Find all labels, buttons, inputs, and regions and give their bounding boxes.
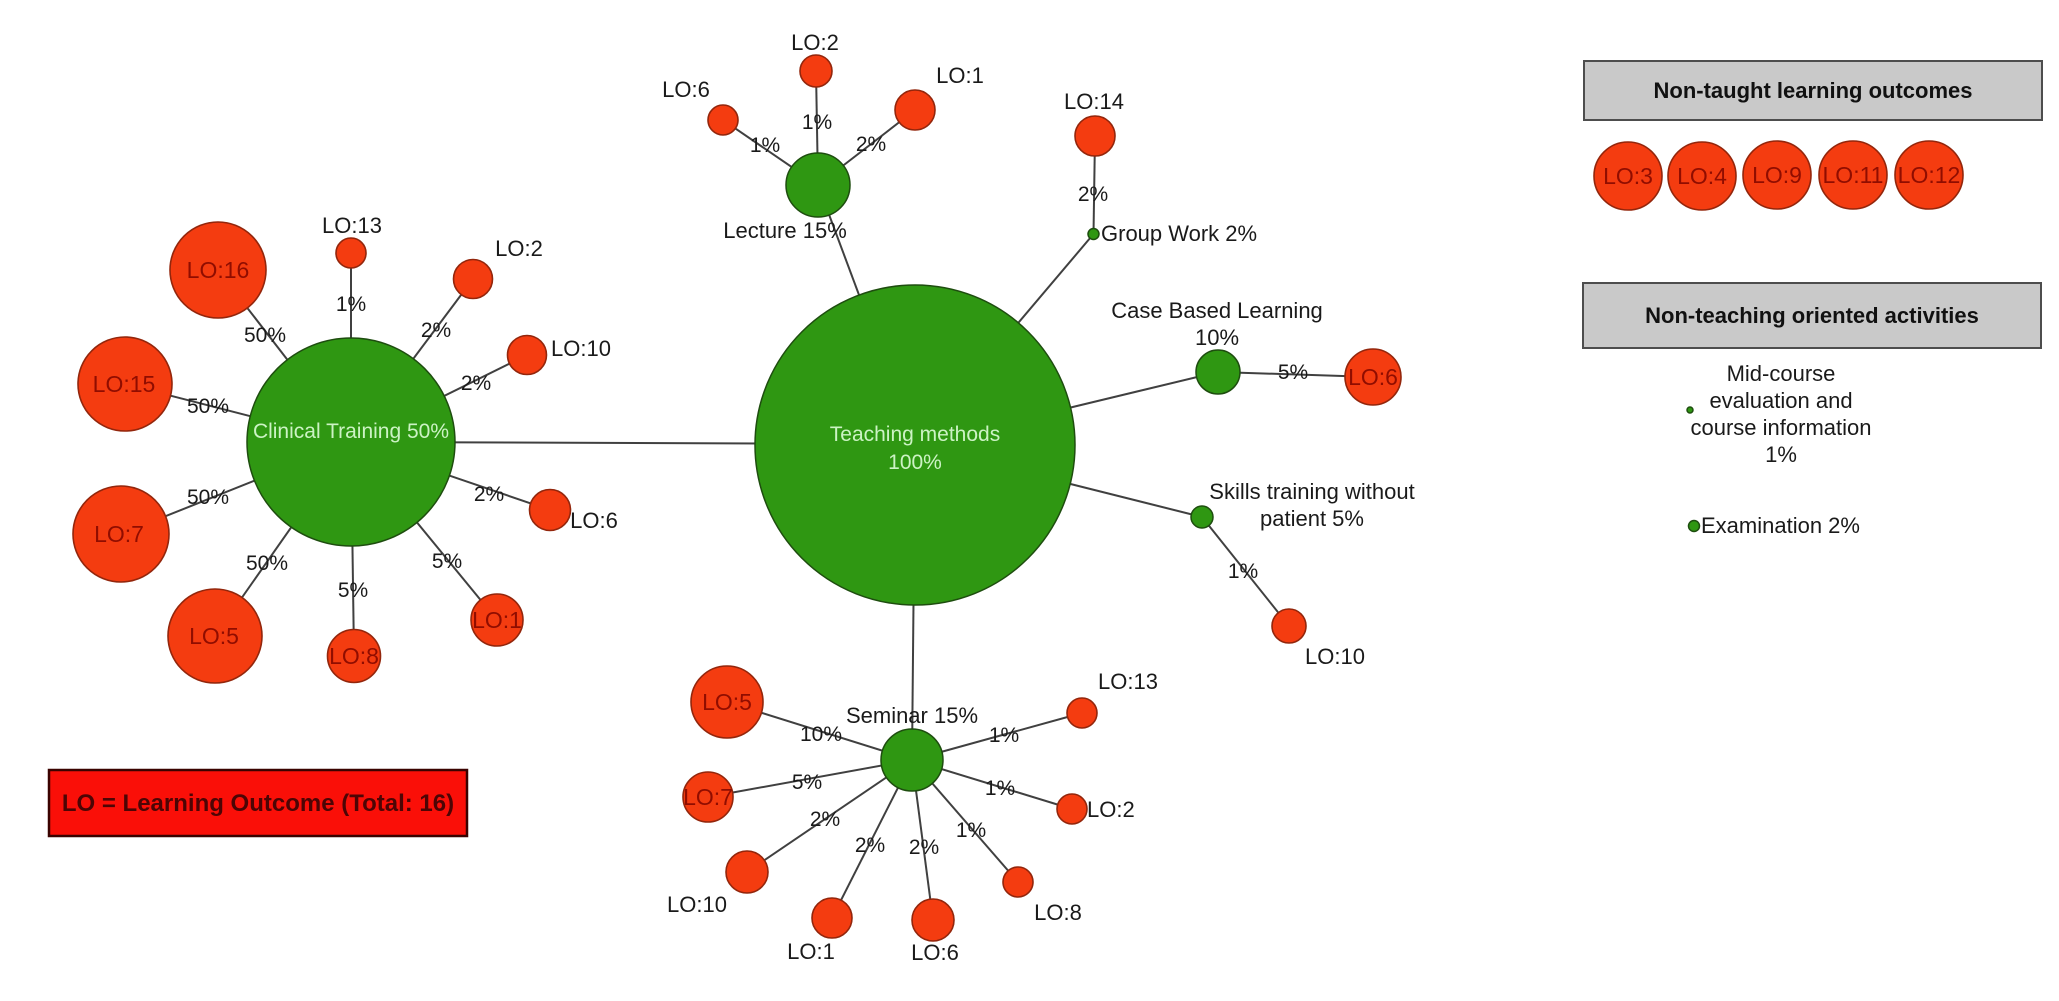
svg-text:LO:8: LO:8 — [329, 643, 379, 669]
svg-text:LO:16: LO:16 — [187, 257, 250, 283]
svg-text:patient 5%: patient 5% — [1260, 506, 1364, 531]
svg-text:LO:1: LO:1 — [787, 939, 835, 964]
svg-text:1%: 1% — [1228, 560, 1258, 583]
svg-text:course information: course information — [1691, 415, 1872, 440]
svg-text:LO:7: LO:7 — [683, 784, 733, 810]
svg-text:Group Work 2%: Group Work 2% — [1101, 221, 1257, 246]
svg-text:LO:10: LO:10 — [667, 892, 727, 917]
svg-text:Clinical Training 50%: Clinical Training 50% — [253, 420, 449, 443]
svg-text:10%: 10% — [800, 723, 842, 746]
svg-text:1%: 1% — [956, 819, 986, 842]
svg-text:Skills training without: Skills training without — [1209, 479, 1414, 504]
svg-text:2%: 2% — [856, 133, 886, 156]
svg-text:1%: 1% — [985, 777, 1015, 800]
svg-text:5%: 5% — [792, 771, 822, 794]
svg-text:10%: 10% — [1195, 325, 1239, 350]
svg-text:Teaching methods: Teaching methods — [830, 423, 1000, 446]
svg-text:LO:6: LO:6 — [911, 940, 959, 965]
svg-text:2%: 2% — [421, 319, 451, 342]
svg-text:Non-teaching oriented activiti: Non-teaching oriented activities — [1645, 303, 1979, 328]
svg-text:LO:8: LO:8 — [1034, 900, 1082, 925]
svg-text:LO = Learning Outcome (Total:: LO = Learning Outcome (Total: 16) — [62, 790, 454, 817]
svg-text:1%: 1% — [802, 111, 832, 134]
svg-text:LO:4: LO:4 — [1677, 163, 1727, 189]
svg-text:evaluation and: evaluation and — [1709, 388, 1852, 413]
svg-text:LO:6: LO:6 — [1348, 364, 1398, 390]
svg-text:1%: 1% — [336, 293, 366, 316]
svg-text:LO:3: LO:3 — [1603, 163, 1653, 189]
svg-text:LO:5: LO:5 — [702, 689, 752, 715]
svg-text:Lecture 15%: Lecture 15% — [723, 218, 847, 243]
svg-text:LO:9: LO:9 — [1752, 162, 1802, 188]
svg-text:5%: 5% — [1278, 361, 1308, 384]
svg-text:LO:6: LO:6 — [662, 77, 710, 102]
svg-text:5%: 5% — [338, 579, 368, 602]
svg-text:LO:5: LO:5 — [189, 623, 239, 649]
svg-text:1%: 1% — [750, 134, 780, 157]
svg-text:2%: 2% — [810, 808, 840, 831]
svg-text:Examination 2%: Examination 2% — [1701, 513, 1860, 538]
svg-text:LO:13: LO:13 — [322, 213, 382, 238]
svg-text:Mid-course: Mid-course — [1727, 361, 1836, 386]
svg-text:LO:13: LO:13 — [1098, 669, 1158, 694]
svg-text:Non-taught learning outcomes: Non-taught learning outcomes — [1654, 78, 1973, 103]
svg-text:LO:6: LO:6 — [570, 508, 618, 533]
svg-text:1%: 1% — [1765, 442, 1797, 467]
svg-text:2%: 2% — [461, 372, 491, 395]
svg-text:LO:2: LO:2 — [495, 236, 543, 261]
svg-text:LO:2: LO:2 — [791, 30, 839, 55]
svg-text:100%: 100% — [888, 451, 942, 474]
svg-text:2%: 2% — [474, 483, 504, 506]
svg-text:LO:2: LO:2 — [1087, 797, 1135, 822]
svg-text:LO:11: LO:11 — [1823, 162, 1884, 188]
svg-text:50%: 50% — [244, 324, 286, 347]
svg-text:2%: 2% — [855, 834, 885, 857]
svg-text:50%: 50% — [246, 552, 288, 575]
svg-text:LO:14: LO:14 — [1064, 89, 1124, 114]
svg-text:5%: 5% — [432, 550, 462, 573]
svg-text:LO:10: LO:10 — [1305, 644, 1365, 669]
svg-text:LO:10: LO:10 — [551, 336, 611, 361]
svg-text:LO:7: LO:7 — [94, 521, 144, 547]
svg-text:Case Based Learning: Case Based Learning — [1111, 298, 1323, 323]
svg-text:LO:1: LO:1 — [472, 607, 522, 633]
svg-text:Seminar 15%: Seminar 15% — [846, 703, 978, 728]
svg-text:LO:12: LO:12 — [1898, 162, 1961, 188]
svg-text:LO:15: LO:15 — [93, 371, 156, 397]
svg-text:50%: 50% — [187, 395, 229, 418]
svg-text:LO:1: LO:1 — [936, 63, 984, 88]
svg-text:2%: 2% — [1078, 183, 1108, 206]
svg-text:1%: 1% — [989, 724, 1019, 747]
svg-text:2%: 2% — [909, 836, 939, 859]
svg-text:50%: 50% — [187, 486, 229, 509]
